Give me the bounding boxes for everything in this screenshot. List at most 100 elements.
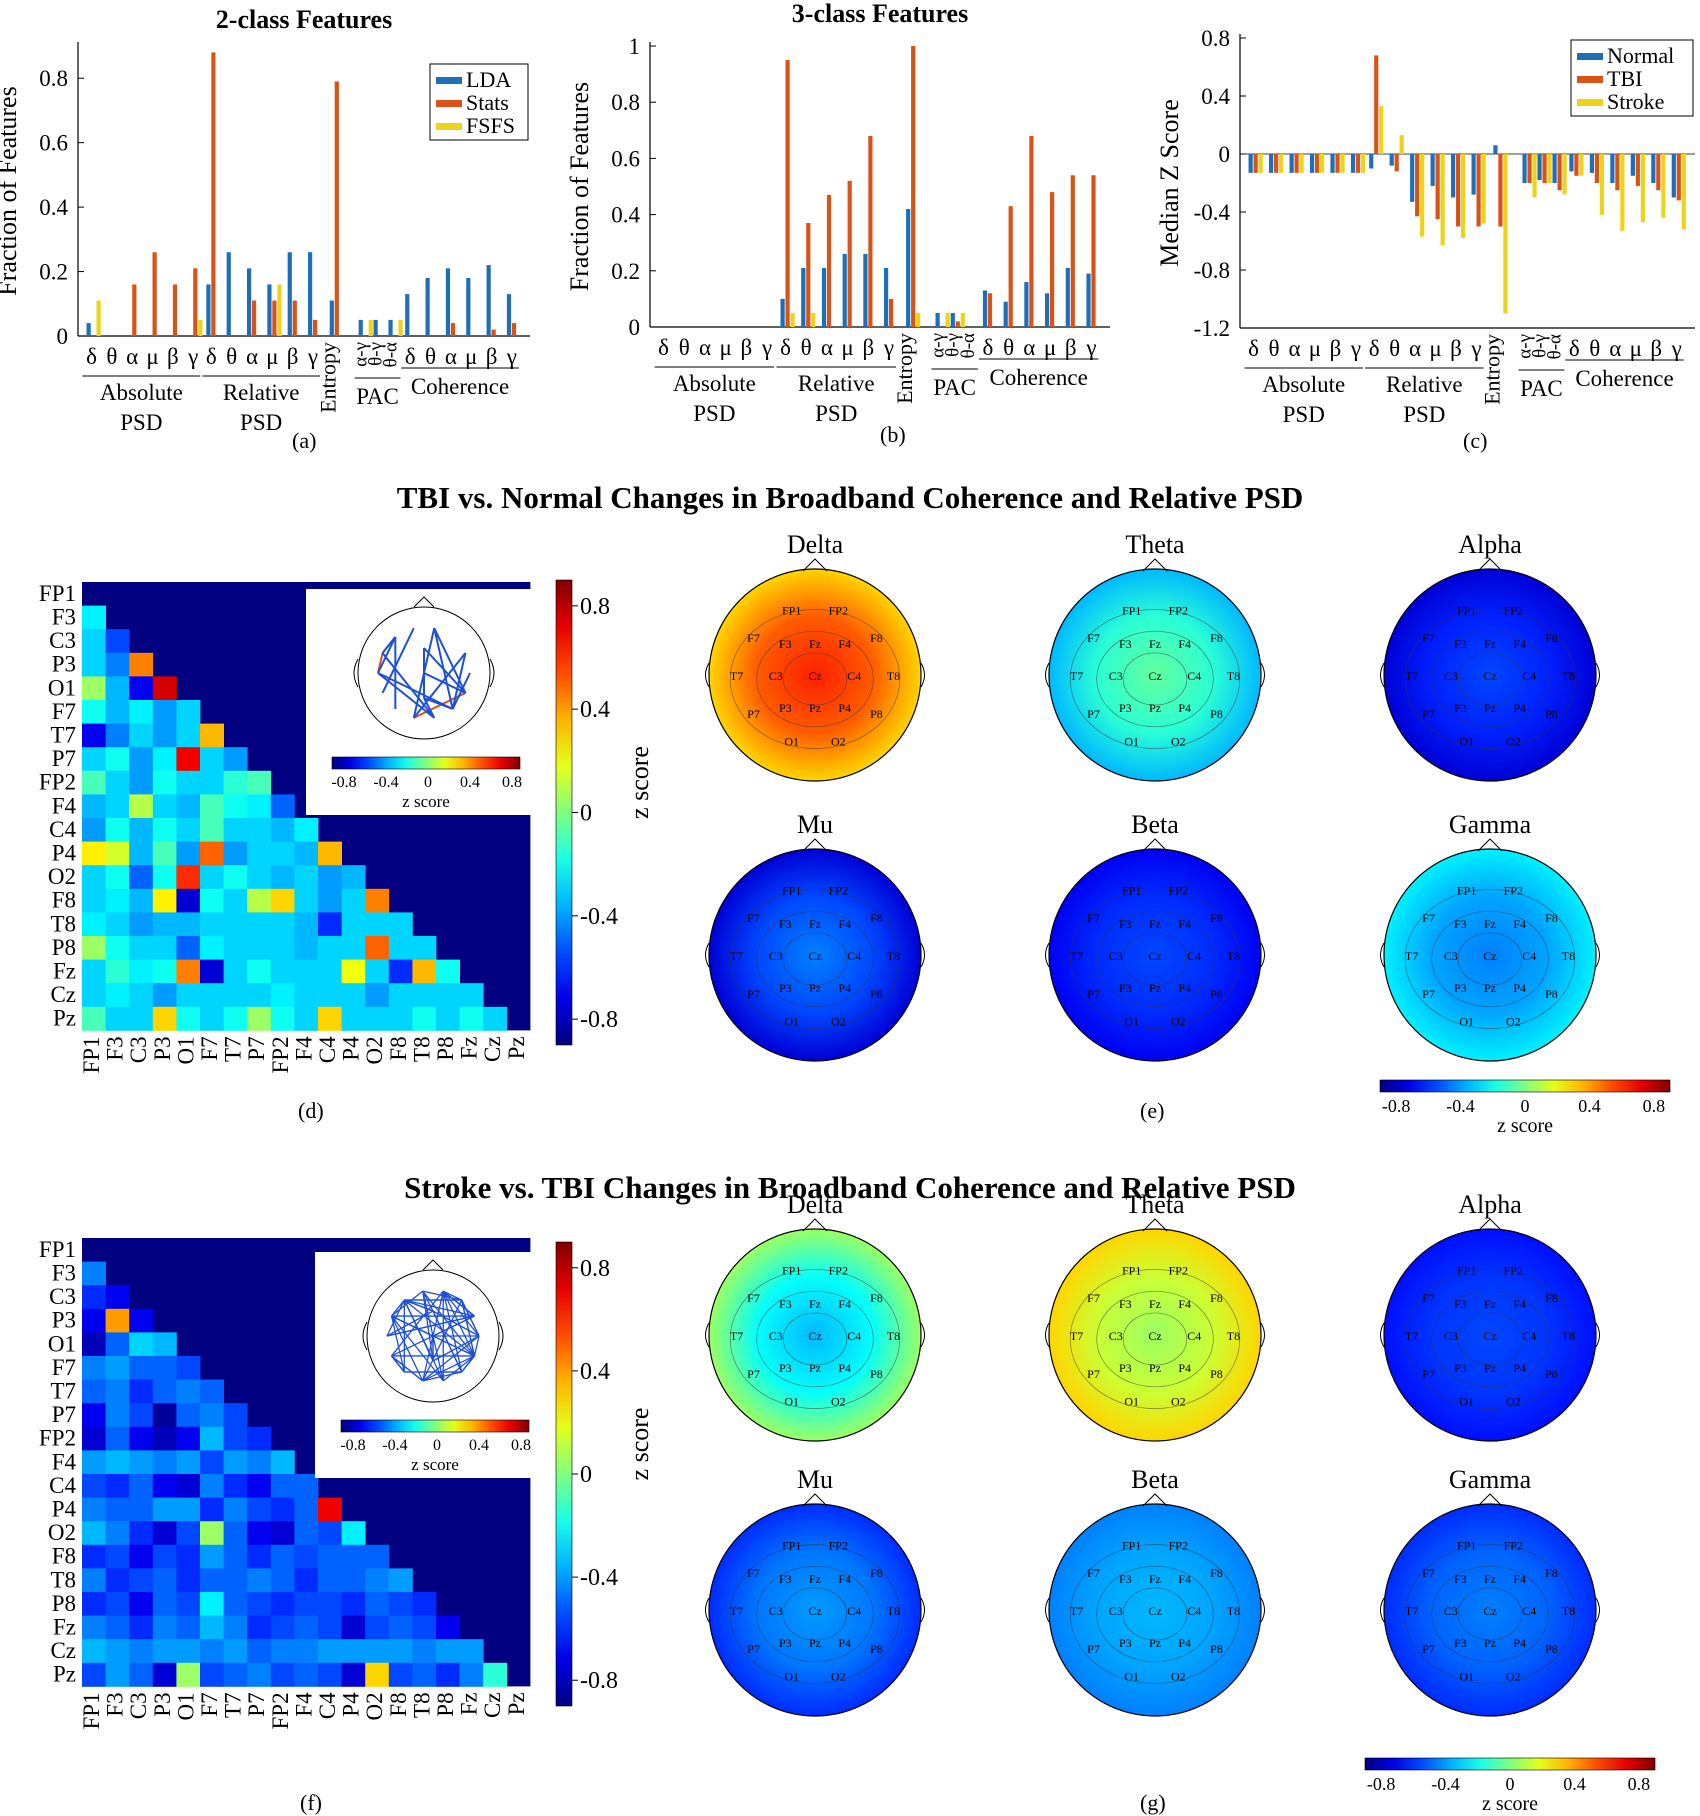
bar-normal bbox=[1410, 154, 1415, 202]
electrode-label: F3 bbox=[1454, 637, 1467, 651]
column-label: T7 bbox=[221, 1692, 246, 1718]
category-label: θ bbox=[425, 344, 436, 369]
heatmap-cell bbox=[247, 1544, 272, 1569]
topomap-delta: FP1 FP2 F7 F3 Fz F4 F8 T7 C3 Cz C4 T8 P7 P3 Pz P4 P8 O1 O2… bbox=[705, 530, 925, 782]
bar-stats bbox=[292, 300, 297, 336]
caption-f: (f) bbox=[300, 1790, 322, 1815]
heatmap-cell bbox=[129, 818, 154, 842]
heatmap-cell bbox=[82, 1592, 106, 1616]
heatmap-cell bbox=[270, 888, 295, 913]
heatmap-cell bbox=[82, 1521, 106, 1546]
y-tick-label: -0.8 bbox=[1194, 258, 1230, 283]
contour-line bbox=[1069, 1269, 1241, 1409]
heatmap-cell bbox=[152, 1356, 177, 1380]
category-label: γ bbox=[1470, 336, 1481, 361]
bar-stroke bbox=[1503, 154, 1508, 314]
tbi-normal-section-title: TBI vs. Normal Changes in Broadband Cohe… bbox=[396, 480, 1304, 515]
electrode-label: F4 bbox=[1513, 917, 1526, 931]
category-label: γ bbox=[506, 344, 517, 369]
y-tick-label: 0.2 bbox=[611, 259, 640, 284]
electrode-label: FP1 bbox=[782, 603, 801, 617]
electrode-label: F7 bbox=[1422, 911, 1435, 925]
heatmap-cell bbox=[105, 1332, 130, 1357]
contour-line bbox=[782, 652, 848, 706]
heatmap-cell bbox=[388, 1662, 413, 1687]
ear-icon bbox=[1595, 662, 1600, 688]
electrode-label: F4 bbox=[838, 637, 851, 651]
bar-normal bbox=[1289, 154, 1294, 173]
connection-line bbox=[461, 1355, 475, 1373]
band-title: Theta bbox=[1125, 1190, 1185, 1219]
heatmap-cell bbox=[200, 1403, 224, 1428]
topomap-theta: FP1 FP2 F7 F3 Fz F4 F8 T7 C3 Cz C4 T8 P7 P3 Pz P4 P8 O1 O2… bbox=[1045, 530, 1265, 782]
category-label-pac: α-γ bbox=[1514, 334, 1535, 359]
electrode-label: Cz bbox=[1148, 949, 1161, 963]
electrode-label: F3 bbox=[779, 637, 792, 651]
electrode-label: F4 bbox=[1513, 637, 1526, 651]
electrode-label: C4 bbox=[1522, 949, 1536, 963]
electrode-label: FP1 bbox=[1122, 1263, 1141, 1277]
connection-line bbox=[403, 1299, 475, 1357]
bar-normal bbox=[1269, 154, 1274, 173]
electrode-label: F7 bbox=[1087, 911, 1100, 925]
heatmap-cell bbox=[270, 1450, 295, 1475]
category-label: α bbox=[1288, 336, 1300, 361]
contour-line bbox=[1404, 609, 1576, 749]
electrode-label: Cz bbox=[1148, 669, 1161, 683]
heatmap-cell bbox=[318, 1639, 342, 1664]
heatmap-cell bbox=[129, 888, 154, 913]
electrode-label: F8 bbox=[1545, 1566, 1558, 1580]
connection-line bbox=[422, 1290, 475, 1357]
electrode-label: Cz bbox=[1148, 1329, 1161, 1343]
electrode-label: F8 bbox=[1210, 1291, 1223, 1305]
bar-normal bbox=[1552, 154, 1557, 183]
connection-line bbox=[432, 1310, 480, 1337]
electrode-label: C3 bbox=[1109, 1604, 1123, 1618]
ear-icon bbox=[705, 662, 710, 688]
electrode-label: T8 bbox=[1562, 1329, 1575, 1343]
column-label: FP1 bbox=[79, 1692, 104, 1729]
contour-line bbox=[1457, 1312, 1523, 1366]
heatmap-cell bbox=[223, 1568, 248, 1593]
legend-label: FSFS bbox=[466, 113, 515, 138]
topomaps-g: FP1 FP2 F7 F3 Fz F4 F8 T7 C3 Cz C4 T8 P7 P3 Pz P4 P8 O1 O2… bbox=[705, 1190, 1656, 1815]
electrode-label: P8 bbox=[1545, 987, 1558, 1001]
category-label-pac: θ-α bbox=[380, 342, 401, 367]
heatmap-cell bbox=[82, 676, 106, 701]
heatmap-cell bbox=[294, 1521, 319, 1546]
bar-normal bbox=[1537, 154, 1542, 181]
heatmap-cell bbox=[365, 1639, 390, 1664]
heatmap-cell bbox=[341, 912, 366, 937]
connection-line bbox=[377, 672, 435, 719]
row-label: FP2 bbox=[39, 1426, 76, 1451]
connection-line bbox=[390, 1315, 405, 1373]
nose-icon bbox=[1477, 1218, 1503, 1232]
bar-fsfs bbox=[96, 300, 101, 336]
heatmap-cell bbox=[176, 1592, 201, 1616]
heatmap-cell bbox=[294, 865, 319, 890]
category-label: α bbox=[126, 344, 138, 369]
category-label: β bbox=[287, 344, 299, 369]
inset-box bbox=[315, 1252, 551, 1478]
electrode-label: O1 bbox=[1124, 1395, 1139, 1409]
contour-line bbox=[1122, 932, 1188, 986]
row-label: C3 bbox=[49, 628, 76, 653]
ear-icon bbox=[362, 1321, 368, 1351]
heatmap-cell bbox=[200, 1497, 224, 1522]
ear-icon bbox=[489, 658, 495, 688]
bar-fsfs bbox=[368, 319, 373, 336]
heatmap-cell bbox=[318, 1521, 342, 1546]
heatmap-cell bbox=[176, 959, 201, 984]
heatmap-cell bbox=[82, 1261, 106, 1286]
colorbar-tick-label: 0 bbox=[580, 801, 592, 827]
electrode-label: O2 bbox=[1171, 1670, 1186, 1684]
inset-colorbar-label: z score bbox=[411, 1455, 459, 1474]
electrode-label: F3 bbox=[1454, 1572, 1467, 1586]
inset-tick-label: 0.8 bbox=[511, 1437, 531, 1454]
bar-tbi bbox=[1415, 154, 1420, 217]
category-label: μ bbox=[1309, 336, 1321, 361]
heatmap-cell bbox=[247, 1006, 272, 1031]
electrode-label: T7 bbox=[1070, 669, 1083, 683]
electrode-label: Pz bbox=[1484, 981, 1496, 995]
ear-icon bbox=[498, 1321, 504, 1351]
